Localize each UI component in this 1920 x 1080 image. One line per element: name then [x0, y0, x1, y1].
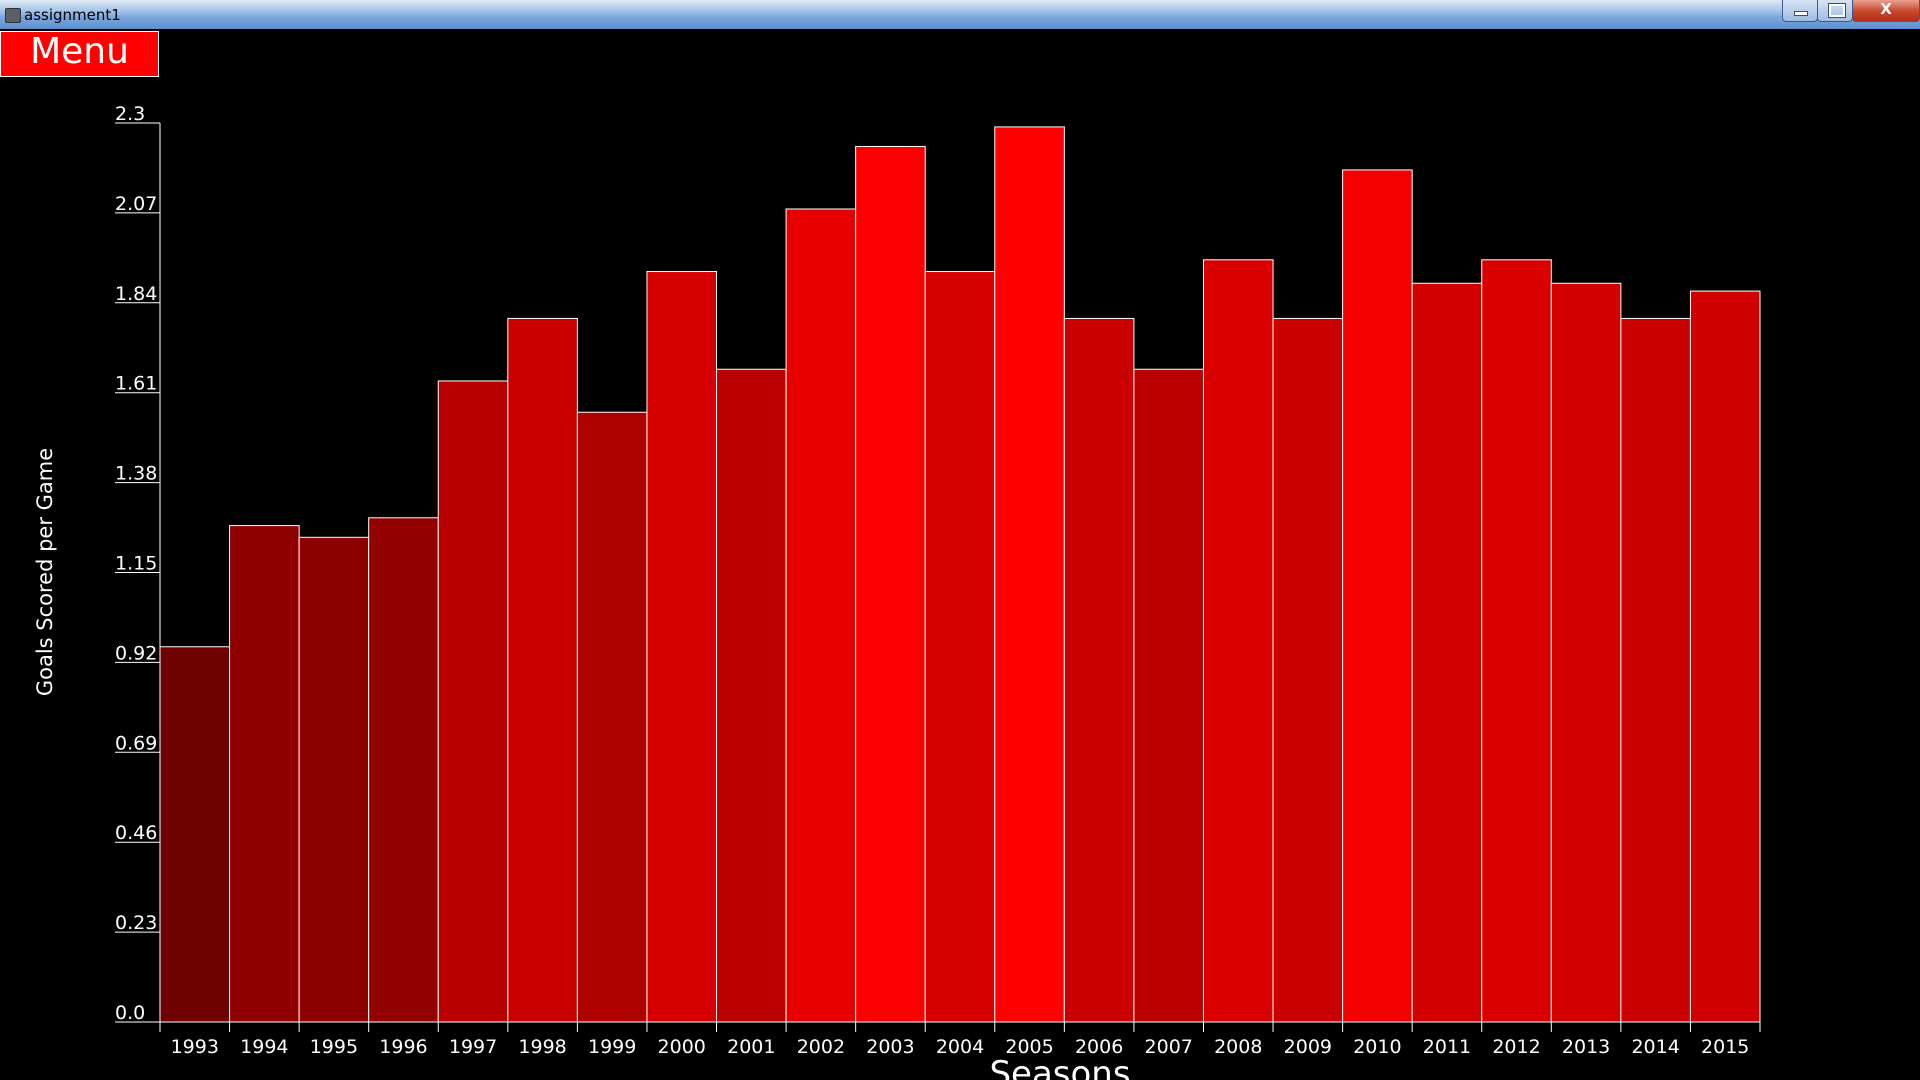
- window-title: assignment1: [24, 6, 121, 24]
- bar-1994: [229, 525, 300, 1023]
- y-tick-label: 2.3: [115, 103, 145, 125]
- y-tick-label: 2.07: [115, 193, 157, 215]
- bar-2010: [1342, 169, 1413, 1023]
- x-tick-label-2015: 2015: [1701, 1036, 1749, 1058]
- bar-2014: [1620, 317, 1691, 1023]
- x-tick-label-2007: 2007: [1145, 1036, 1193, 1058]
- bar-1997: [437, 380, 509, 1023]
- bar-2002: [785, 208, 857, 1023]
- axes-group: [115, 122, 1761, 1032]
- y-tick-label: 0.92: [115, 642, 157, 664]
- x-tick-label-1995: 1995: [310, 1036, 358, 1058]
- x-tick-label-2008: 2008: [1214, 1036, 1262, 1058]
- bar-2003: [855, 145, 926, 1023]
- y-tick-label: 1.61: [115, 373, 157, 395]
- bar-1998: [507, 317, 578, 1023]
- bars-group: [159, 126, 1761, 1023]
- x-tick-label-1996: 1996: [379, 1036, 427, 1058]
- bar-2012: [1481, 259, 1552, 1023]
- y-tick-label: 1.38: [115, 463, 157, 485]
- x-tick-label-2014: 2014: [1631, 1036, 1679, 1058]
- close-icon: X: [1880, 0, 1892, 18]
- x-tick-label-2005: 2005: [1005, 1036, 1053, 1058]
- y-tick-label: 1.15: [115, 553, 157, 575]
- x-tick-label-1999: 1999: [588, 1036, 636, 1058]
- minimize-icon: [1794, 11, 1808, 16]
- x-tick-label-2001: 2001: [727, 1036, 775, 1058]
- x-tick-label-2003: 2003: [866, 1036, 914, 1058]
- y-axis-title: Goals Scored per Game: [33, 448, 57, 696]
- y-tick-label: 0.69: [115, 732, 157, 754]
- y-tick-label: 1.84: [115, 283, 157, 305]
- x-tick-label-2002: 2002: [797, 1036, 845, 1058]
- bar-2011: [1411, 282, 1483, 1023]
- bar-2005: [994, 126, 1065, 1023]
- x-tick-label-2006: 2006: [1075, 1036, 1123, 1058]
- minimize-button[interactable]: [1782, 0, 1818, 22]
- app-icon: [5, 8, 21, 23]
- x-tick-label-1993: 1993: [171, 1036, 219, 1058]
- bar-2009: [1272, 317, 1344, 1023]
- bar-2000: [646, 271, 718, 1023]
- bar-2008: [1202, 259, 1274, 1023]
- bar-1996: [368, 517, 439, 1023]
- x-tick-label-2010: 2010: [1353, 1036, 1401, 1058]
- bar-1999: [576, 411, 648, 1023]
- bar-2004: [924, 271, 996, 1023]
- x-tick-label-2012: 2012: [1492, 1036, 1540, 1058]
- labels-group: 0.0 0.23 0.46 0.69 0.92 1.15 1.38 1.61 1.84 2.07 2…: [33, 103, 1749, 1080]
- x-tick-label-1994: 1994: [240, 1036, 288, 1058]
- bar-2006: [1063, 317, 1135, 1023]
- y-tick-label: 0.23: [115, 912, 157, 934]
- bar-1995: [298, 536, 370, 1023]
- x-tick-label-2011: 2011: [1423, 1036, 1471, 1058]
- x-axis-title: Seasons: [989, 1054, 1130, 1080]
- x-tick-label-1997: 1997: [449, 1036, 497, 1058]
- menu-button[interactable]: Menu: [0, 31, 159, 77]
- x-tick-label-1998: 1998: [518, 1036, 566, 1058]
- bar-2013: [1550, 282, 1622, 1023]
- x-tick-label-2000: 2000: [658, 1036, 706, 1058]
- x-tick-label-2004: 2004: [936, 1036, 984, 1058]
- bar-1993: [159, 646, 231, 1023]
- bar-2001: [716, 368, 787, 1023]
- x-tick-label-2013: 2013: [1562, 1036, 1610, 1058]
- x-tick-label-2009: 2009: [1284, 1036, 1332, 1058]
- y-tick-label: 0.0: [115, 1002, 145, 1024]
- maximize-icon: [1829, 4, 1845, 17]
- window-titlebar: assignment1 X: [0, 0, 1920, 29]
- y-tick-label: 0.46: [115, 822, 157, 844]
- bar-2007: [1133, 368, 1204, 1023]
- bar-2015: [1689, 290, 1761, 1023]
